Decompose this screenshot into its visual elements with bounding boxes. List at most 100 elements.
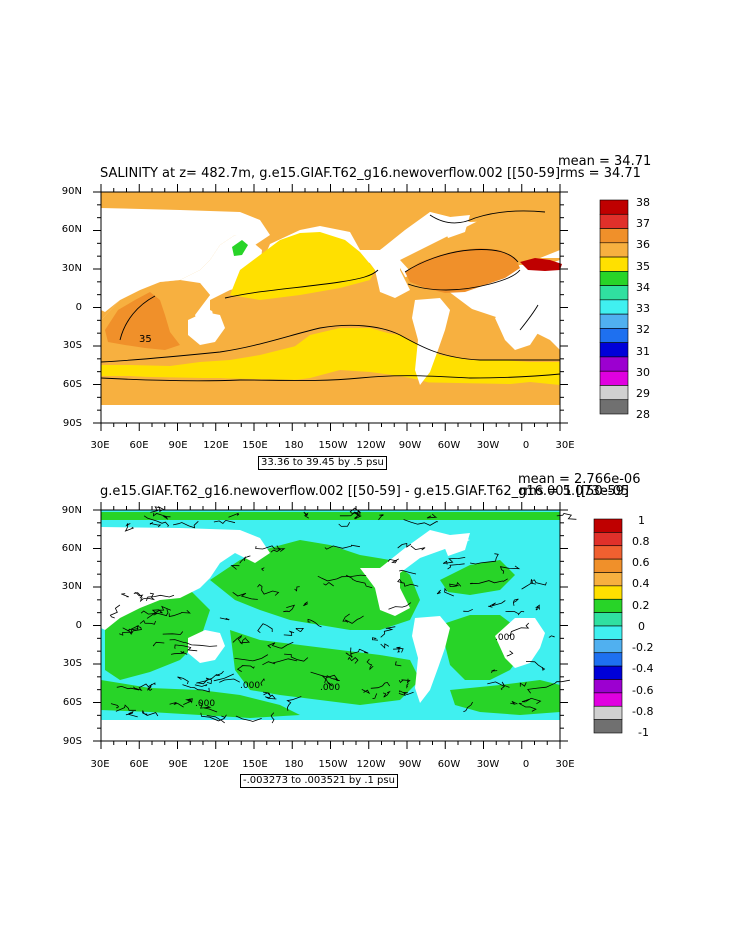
- panel2-land: [101, 527, 560, 735]
- panel1-contour-label: 35: [139, 334, 152, 345]
- lat-label: 90N: [61, 505, 82, 516]
- colorbar-swatch: [599, 199, 629, 215]
- lon-label: 30E: [90, 759, 110, 770]
- lon-label: 90W: [398, 440, 422, 451]
- colorbar-label: -0.6: [632, 684, 654, 697]
- colorbar-label: 32: [636, 323, 650, 336]
- panel2-contour-label: .000: [495, 633, 515, 643]
- lat-label: 30N: [61, 581, 82, 592]
- colorbar-swatch: [593, 705, 623, 720]
- colorbar-swatch: [599, 385, 629, 401]
- colorbar-swatch: [599, 328, 629, 343]
- colorbar-label: -0.2: [632, 641, 654, 654]
- colorbar-swatch: [593, 719, 623, 734]
- lon-label: 30E: [90, 440, 110, 451]
- colorbar-swatch: [599, 271, 629, 286]
- lat-label: 90S: [62, 418, 82, 429]
- colorbar-label: 28: [636, 408, 650, 421]
- lon-label: 30W: [476, 440, 500, 451]
- panel2-contour-label: .000: [320, 683, 340, 693]
- colorbar-label: 29: [636, 387, 650, 400]
- lon-label: 30W: [476, 759, 500, 770]
- lon-label: 120E: [203, 440, 229, 451]
- colorbar-label: 0.4: [632, 577, 650, 590]
- colorbar-swatch: [593, 665, 623, 680]
- lon-label: 120W: [356, 440, 386, 451]
- colorbar-swatch: [593, 545, 623, 560]
- colorbar-swatch: [599, 313, 629, 329]
- panel1-title: SALINITY at z= 482.7m, g.e15.GIAF.T62_g1…: [100, 166, 561, 181]
- lon-label: 120E: [203, 759, 229, 770]
- lon-label: 0: [522, 440, 530, 451]
- lon-label: 0: [522, 759, 530, 770]
- panel1-mean: mean = 34.71: [558, 154, 652, 169]
- panel1-colorbar: [599, 199, 629, 415]
- colorbar-label: 33: [636, 302, 650, 315]
- colorbar-label: 0: [638, 620, 645, 633]
- lon-label: 30E: [555, 440, 575, 451]
- colorbar-label: 36: [636, 238, 650, 251]
- panel2-colorbar: [593, 518, 623, 734]
- panel2-rms: rms = 5.073e-05: [519, 484, 630, 499]
- colorbar-label: 1: [638, 514, 645, 527]
- lat-label: 0: [75, 620, 82, 631]
- colorbar-swatch: [599, 342, 629, 358]
- colorbar-label: -0.8: [632, 705, 654, 718]
- lon-label: 150E: [242, 440, 268, 451]
- lat-label: 90S: [62, 736, 82, 747]
- colorbar-label: 0.6: [632, 556, 650, 569]
- lon-label: 120W: [356, 759, 386, 770]
- lon-label: 30E: [555, 759, 575, 770]
- colorbar-swatch: [599, 356, 629, 372]
- colorbar-swatch: [593, 572, 623, 587]
- colorbar-swatch: [593, 532, 623, 547]
- panel2-range: -.003273 to .003521 by .1 psu: [240, 774, 398, 788]
- colorbar-swatch: [599, 228, 629, 244]
- panel2-contour-label: .000: [195, 699, 215, 709]
- lat-label: 30S: [62, 658, 82, 669]
- lat-label: 60S: [62, 697, 82, 708]
- colorbar-swatch: [593, 518, 623, 533]
- colorbar-swatch: [599, 285, 629, 301]
- colorbar-label: 0.8: [632, 535, 650, 548]
- lon-label: 150W: [318, 759, 348, 770]
- lon-label: 180: [284, 759, 304, 770]
- lon-label: 180: [284, 440, 304, 451]
- panel2-contour-label: .000: [240, 681, 260, 691]
- lon-label: 60E: [129, 440, 149, 451]
- lat-label: 30N: [61, 263, 82, 274]
- panel2-mean: mean = 2.766e-06: [518, 472, 641, 487]
- lon-label: 90E: [168, 759, 188, 770]
- colorbar-label: 31: [636, 345, 650, 358]
- colorbar-swatch: [599, 242, 629, 258]
- lat-label: 0: [75, 302, 82, 313]
- axis-ticks: [93, 184, 568, 749]
- colorbar-swatch: [599, 399, 629, 415]
- colorbar-swatch: [599, 370, 629, 386]
- lon-label: 90E: [168, 440, 188, 451]
- colorbar-swatch: [599, 299, 629, 315]
- colorbar-label: 0.2: [632, 599, 650, 612]
- panel2-contours: [109, 506, 577, 724]
- colorbar-label: 35: [636, 260, 650, 273]
- lat-label: 90N: [61, 186, 82, 197]
- colorbar-label: 37: [636, 217, 650, 230]
- colorbar-swatch: [593, 692, 623, 707]
- lon-label: 90W: [398, 759, 422, 770]
- colorbar-label: 38: [636, 196, 650, 209]
- lon-label: 150W: [318, 440, 348, 451]
- colorbar-label: 30: [636, 366, 650, 379]
- panel1-rms: rms = 34.71: [560, 166, 641, 181]
- lat-label: 30S: [62, 340, 82, 351]
- lat-label: 60N: [61, 224, 82, 235]
- lon-label: 60W: [437, 440, 461, 451]
- panel2-title: g.e15.GIAF.T62_g16.newoverflow.002 [[50-…: [100, 484, 629, 499]
- colorbar-swatch: [593, 679, 623, 694]
- panel2-map: .000 .000 .000 .000: [100, 506, 577, 742]
- panel1-range: 33.36 to 39.45 by .5 psu: [258, 456, 387, 470]
- colorbar-label: -0.4: [632, 662, 654, 675]
- colorbar-label: 34: [636, 281, 650, 294]
- colorbar-swatch: [593, 652, 623, 667]
- lat-label: 60S: [62, 379, 82, 390]
